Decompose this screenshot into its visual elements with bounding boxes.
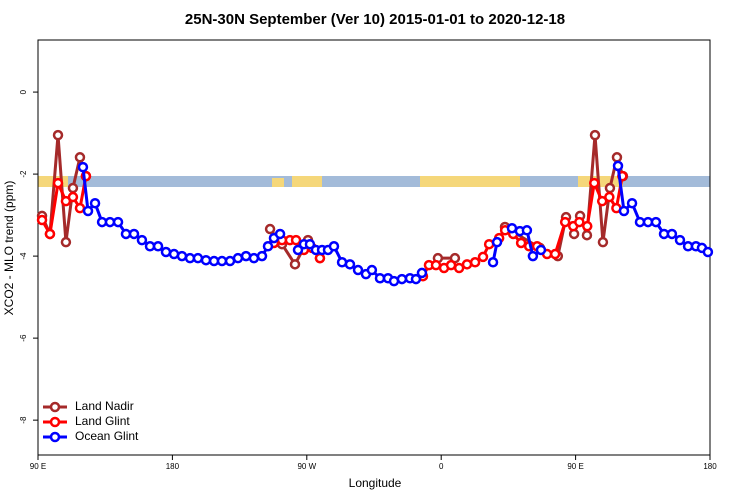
data-point (416, 267, 428, 279)
series-line (40, 175, 624, 277)
data-point (314, 252, 326, 264)
data-point (136, 234, 148, 246)
plot-frame (37, 39, 711, 456)
data-point (477, 251, 489, 263)
data-point (60, 236, 72, 248)
data-point (352, 264, 364, 276)
data-point (77, 161, 89, 173)
data-point (82, 205, 94, 217)
y-axis-label: XCO2 - MLO trend (ppm) (2, 181, 16, 316)
data-point (104, 216, 116, 228)
x-axis-label: Longitude (349, 476, 402, 490)
data-point (374, 273, 386, 284)
data-point (36, 214, 48, 226)
x-tick-label: 90 E (30, 462, 46, 471)
y-tick-label: -4 (19, 252, 28, 260)
data-point (67, 182, 79, 194)
data-point (549, 248, 561, 260)
data-point (366, 264, 378, 276)
data-point (491, 236, 503, 248)
data-point (527, 250, 539, 262)
data-point (559, 216, 571, 228)
data-point (248, 252, 260, 264)
x-tick-label: 90 W (297, 462, 316, 471)
data-point (152, 241, 164, 252)
data-point (74, 152, 86, 163)
chart-title: 25N-30N September (Ver 10) 2015-01-01 to… (185, 11, 565, 28)
data-point (216, 255, 228, 267)
data-point (515, 237, 527, 249)
data-point (650, 216, 662, 228)
x-tick-label: 180 (166, 462, 180, 471)
data-point (461, 259, 473, 270)
data-point (128, 228, 140, 240)
data-point (581, 220, 593, 232)
data-point (453, 262, 465, 274)
data-point (112, 216, 124, 228)
data-point (120, 228, 132, 240)
data-point (89, 197, 101, 209)
legend-label: Land Glint (75, 414, 130, 428)
data-point (144, 241, 156, 252)
data-point (328, 241, 340, 252)
y-tick-label: -8 (19, 416, 28, 424)
data-point (264, 223, 276, 235)
y-tick-label: -2 (19, 170, 28, 178)
data-point (176, 250, 188, 262)
legend-marker (49, 416, 61, 428)
data-point (304, 238, 316, 250)
data-point (612, 160, 624, 172)
data-point (74, 202, 86, 214)
data-point (262, 241, 274, 252)
data-point (535, 244, 547, 256)
y-tick-label: -6 (19, 334, 28, 342)
data-point (292, 244, 304, 256)
data-point (344, 259, 356, 270)
data-point (256, 250, 268, 262)
x-tick-label: 90 E (567, 462, 583, 471)
x-tick-label: 180 (703, 462, 717, 471)
data-point (160, 246, 172, 258)
data-point (44, 228, 56, 240)
data-point (445, 259, 457, 271)
data-point (666, 228, 678, 240)
data-point (200, 254, 212, 266)
y-tick-label: 0 (19, 89, 28, 94)
data-point (396, 273, 408, 285)
data-point (410, 273, 422, 285)
data-point (290, 234, 302, 246)
data-point (611, 152, 623, 163)
data-point (604, 191, 615, 203)
data-point (581, 229, 593, 241)
data-point (469, 257, 481, 268)
data-point (274, 228, 286, 240)
data-point (589, 129, 601, 141)
data-point (589, 177, 600, 189)
data-point (487, 257, 499, 268)
data-point (597, 236, 609, 248)
data-point (232, 252, 244, 264)
legend-label: Ocean Glint (75, 429, 139, 443)
x-tick-label: 0 (439, 462, 444, 471)
data-point (626, 197, 638, 209)
data-point (634, 216, 646, 228)
data-point (430, 259, 442, 271)
data-point (192, 252, 204, 264)
data-point (521, 225, 533, 236)
data-point (67, 191, 79, 203)
data-point (618, 205, 630, 217)
data-point (52, 177, 64, 189)
data-point (52, 129, 64, 141)
legend-marker (49, 401, 61, 413)
data-point (604, 182, 616, 194)
legend-marker (49, 431, 61, 443)
data-point (289, 259, 301, 270)
legend-label: Land Nadir (75, 399, 134, 413)
data-point (702, 246, 714, 258)
data-point (574, 216, 585, 228)
data-point (674, 234, 686, 246)
